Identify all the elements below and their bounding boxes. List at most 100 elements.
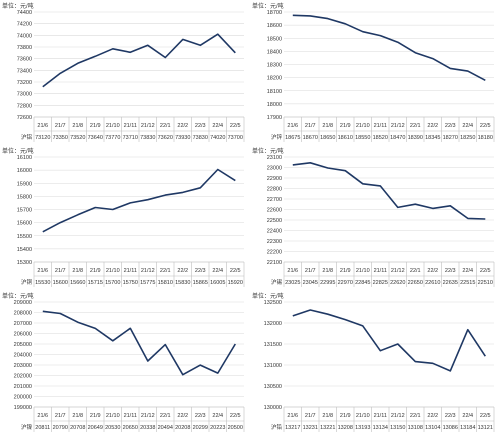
x-tick-label: 22/1 bbox=[410, 268, 421, 274]
x-tick-label: 21/11 bbox=[374, 123, 387, 129]
table-row-label: 沪锌 bbox=[271, 133, 283, 141]
data-label: 22635 bbox=[443, 280, 458, 286]
x-tick-label: 22/2 bbox=[177, 268, 188, 274]
y-tick-label: 132000 bbox=[264, 321, 282, 327]
x-tick-label: 21/9 bbox=[340, 413, 351, 419]
y-tick-label: 22800 bbox=[267, 187, 282, 193]
x-tick-label: 22/4 bbox=[212, 268, 223, 274]
data-label: 73830 bbox=[193, 135, 208, 141]
data-label: 13086 bbox=[443, 425, 458, 431]
data-label: 73120 bbox=[35, 135, 50, 141]
x-tick-label: 21/10 bbox=[106, 268, 120, 274]
data-label: 20811 bbox=[35, 425, 50, 431]
unit-label: 单位：元/吨 bbox=[252, 2, 284, 10]
data-label: 15600 bbox=[53, 280, 68, 286]
data-label: 73930 bbox=[175, 135, 190, 141]
x-tick-label: 21/10 bbox=[356, 123, 370, 129]
x-tick-label: 21/6 bbox=[287, 413, 298, 419]
data-label: 73520 bbox=[70, 135, 85, 141]
data-label: 20649 bbox=[88, 425, 103, 431]
x-tick-label: 22/4 bbox=[462, 123, 473, 129]
x-tick-label: 22/1 bbox=[160, 123, 171, 129]
y-tick-label: 22600 bbox=[267, 208, 282, 214]
data-label: 23025 bbox=[285, 280, 300, 286]
data-label: 22620 bbox=[390, 280, 405, 286]
y-tick-label: 18700 bbox=[267, 10, 282, 16]
data-label: 13184 bbox=[460, 425, 475, 431]
y-tick-label: 15700 bbox=[17, 208, 32, 214]
x-tick-label: 21/6 bbox=[287, 268, 298, 274]
data-label: 20708 bbox=[70, 425, 85, 431]
x-tick-label: 21/12 bbox=[141, 123, 155, 129]
x-tick-label: 21/11 bbox=[374, 413, 387, 419]
x-tick-label: 21/12 bbox=[141, 413, 155, 419]
data-label: 20494 bbox=[158, 425, 173, 431]
data-label: 20530 bbox=[105, 425, 120, 431]
data-label: 73350 bbox=[53, 135, 68, 141]
x-tick-label: 22/1 bbox=[160, 268, 171, 274]
y-tick-label: 22200 bbox=[267, 250, 282, 256]
data-label: 18345 bbox=[425, 135, 440, 141]
unit-label: 单位：元/吨 bbox=[252, 147, 284, 155]
x-tick-label: 21/10 bbox=[106, 413, 120, 419]
y-tick-label: 132500 bbox=[264, 300, 282, 306]
data-label: 18250 bbox=[460, 135, 475, 141]
y-tick-label: 22900 bbox=[267, 176, 282, 182]
y-tick-label: 208000 bbox=[14, 311, 32, 317]
data-label: 18610 bbox=[338, 135, 353, 141]
data-label: 16005 bbox=[210, 280, 225, 286]
y-tick-label: 15400 bbox=[17, 247, 32, 253]
data-label: 13104 bbox=[425, 425, 440, 431]
x-tick-label: 21/8 bbox=[72, 413, 83, 419]
x-tick-label: 22/5 bbox=[230, 268, 241, 274]
x-tick-label: 21/11 bbox=[124, 123, 137, 129]
y-tick-label: 74200 bbox=[17, 22, 32, 28]
unit-label: 单位：元/吨 bbox=[252, 292, 284, 300]
y-tick-label: 18500 bbox=[267, 36, 282, 42]
x-tick-label: 22/5 bbox=[480, 268, 491, 274]
x-tick-label: 21/12 bbox=[141, 268, 155, 274]
data-label: 73710 bbox=[123, 135, 138, 141]
y-tick-label: 72600 bbox=[17, 115, 32, 121]
x-tick-label: 21/10 bbox=[356, 268, 370, 274]
x-tick-label: 22/5 bbox=[480, 123, 491, 129]
y-tick-label: 207000 bbox=[14, 321, 32, 327]
y-tick-label: 73800 bbox=[17, 45, 32, 51]
y-tick-label: 18000 bbox=[267, 102, 282, 108]
x-tick-label: 22/4 bbox=[212, 123, 223, 129]
x-tick-label: 21/8 bbox=[322, 413, 333, 419]
line-chart: 单位：元/吨 22100 22200 22300 22400 22500 22600 2270… bbox=[252, 147, 495, 287]
series-line bbox=[42, 33, 236, 88]
data-label: 15530 bbox=[35, 280, 50, 286]
line-chart: 单位：元/吨 199000 200000 201000 202000 203000 2040… bbox=[2, 292, 245, 432]
data-label: 13208 bbox=[338, 425, 353, 431]
line-chart: 单位：元/吨 130000 130500 131000 131500 132000 1325… bbox=[252, 292, 495, 432]
data-label: 22650 bbox=[408, 280, 423, 286]
y-tick-label: 15800 bbox=[17, 194, 32, 200]
data-label: 22610 bbox=[425, 280, 440, 286]
x-tick-label: 21/7 bbox=[55, 413, 66, 419]
data-label: 73830 bbox=[140, 135, 155, 141]
unit-label: 单位：元/吨 bbox=[2, 292, 34, 300]
x-tick-label: 22/3 bbox=[195, 123, 206, 129]
data-label: 18470 bbox=[390, 135, 405, 141]
data-label: 18390 bbox=[408, 135, 423, 141]
unit-label: 单位：元/吨 bbox=[2, 147, 34, 155]
x-tick-label: 22/5 bbox=[230, 123, 241, 129]
x-tick-label: 22/1 bbox=[410, 413, 421, 419]
data-label: 22825 bbox=[373, 280, 388, 286]
chart-panel: 单位：元/吨 17900 18000 18100 18200 18300 18400 1850… bbox=[250, 0, 500, 145]
x-tick-label: 21/8 bbox=[322, 268, 333, 274]
x-tick-label: 22/3 bbox=[445, 413, 456, 419]
x-tick-label: 22/5 bbox=[230, 413, 241, 419]
x-tick-label: 21/10 bbox=[356, 413, 370, 419]
table-row-label: 沪铜 bbox=[21, 278, 33, 286]
data-label: 13221 bbox=[320, 425, 335, 431]
data-label: 15715 bbox=[88, 280, 103, 286]
y-tick-label: 16100 bbox=[17, 155, 32, 161]
y-tick-label: 18300 bbox=[267, 63, 282, 69]
data-label: 20208 bbox=[175, 425, 190, 431]
data-label: 22510 bbox=[478, 280, 493, 286]
data-label: 18550 bbox=[355, 135, 370, 141]
x-tick-label: 22/2 bbox=[177, 123, 188, 129]
